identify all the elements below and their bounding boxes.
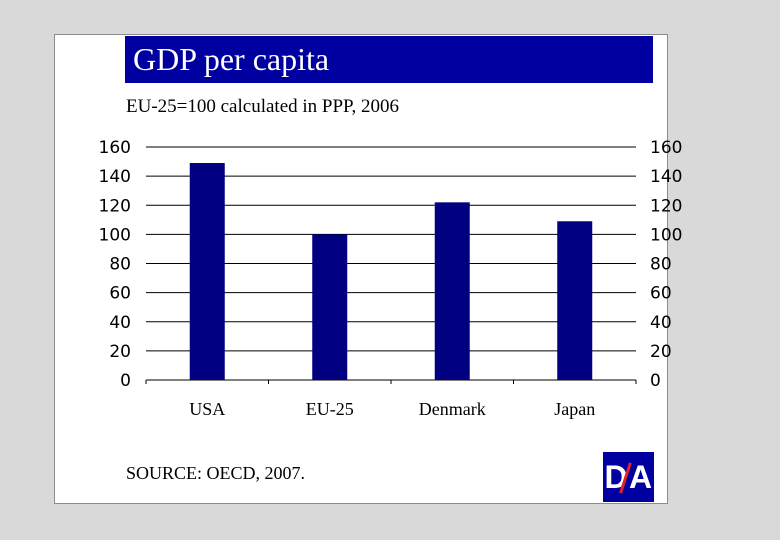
bar-eu-25 xyxy=(312,234,348,380)
y-tick-left-80: 80 xyxy=(109,255,131,275)
logo-letter-a: A xyxy=(628,459,653,495)
x-label-denmark: Denmark xyxy=(419,399,486,419)
y-tick-right-0: 0 xyxy=(650,371,661,391)
y-tick-left-140: 140 xyxy=(99,167,131,187)
y-tick-left-60: 60 xyxy=(109,284,131,304)
x-label-japan: Japan xyxy=(554,399,595,419)
y-tick-right-120: 120 xyxy=(650,196,682,216)
y-tick-right-140: 140 xyxy=(650,167,682,187)
y-tick-right-40: 40 xyxy=(650,313,672,333)
bar-japan xyxy=(557,221,593,380)
y-tick-left-40: 40 xyxy=(109,313,131,333)
y-tick-right-160: 160 xyxy=(650,138,682,158)
source-note: SOURCE: OECD, 2007. xyxy=(126,463,306,483)
y-tick-right-60: 60 xyxy=(650,284,672,304)
y-tick-right-100: 100 xyxy=(650,225,682,245)
bar-denmark xyxy=(434,202,470,380)
x-label-usa: USA xyxy=(189,399,225,419)
x-label-eu-25: EU-25 xyxy=(306,399,354,419)
y-tick-left-160: 160 xyxy=(99,138,131,158)
y-tick-left-20: 20 xyxy=(109,342,131,362)
slide-title: GDP per capita xyxy=(125,36,653,83)
chart-subtitle: EU-25=100 calculated in PPP, 2006 xyxy=(126,96,399,117)
da-logo: D A xyxy=(603,452,654,502)
bar-usa xyxy=(189,163,225,380)
y-tick-left-0: 0 xyxy=(120,371,131,391)
y-tick-right-80: 80 xyxy=(650,255,672,275)
y-tick-right-20: 20 xyxy=(650,342,672,362)
y-tick-left-100: 100 xyxy=(99,225,131,245)
y-tick-left-120: 120 xyxy=(99,196,131,216)
